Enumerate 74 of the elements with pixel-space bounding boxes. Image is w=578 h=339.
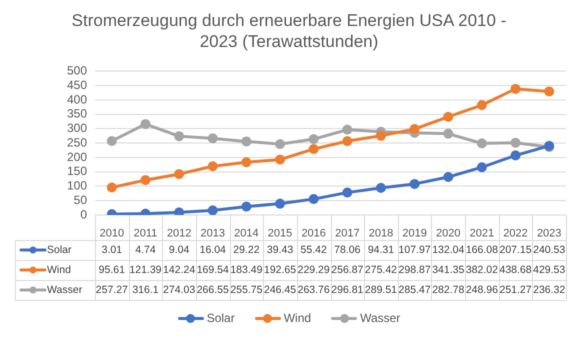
data-label: 229.29 [298, 264, 330, 276]
data-label: 183.49 [230, 264, 263, 276]
data-label: 95.61 [98, 264, 126, 276]
y-tick-label: 0 [80, 207, 88, 222]
data-label: 341.35 [432, 264, 464, 276]
data-label: 16.04 [200, 244, 226, 256]
data-label: 9.04 [168, 244, 190, 256]
data-label: 316.1 [132, 284, 159, 296]
legend-label: Wind [47, 264, 72, 276]
data-label: 289.51 [364, 284, 398, 296]
legend-label: Solar [47, 244, 72, 256]
x-tick-label: 2021 [470, 228, 494, 240]
data-label: 438.68 [499, 264, 532, 276]
data-label: 142.24 [163, 264, 196, 276]
y-tick-label: 300 [66, 121, 88, 136]
data-label: 263.76 [298, 284, 330, 296]
data-label: 169.54 [196, 264, 229, 276]
data-label: 207.15 [499, 244, 532, 256]
y-tick-label: 250 [66, 135, 88, 150]
x-tick-label: 2014 [234, 228, 259, 240]
data-label: 4.74 [135, 244, 156, 256]
data-label: 78.06 [334, 244, 361, 256]
data-label: 256.87 [331, 264, 364, 276]
data-label: 298.87 [398, 264, 431, 276]
data-label: 429.53 [533, 264, 566, 276]
data-label: 3.01 [102, 244, 122, 256]
x-tick-label: 2010 [100, 228, 124, 240]
x-tick-label: 2022 [503, 228, 528, 240]
x-tick-label: 2018 [368, 228, 394, 240]
data-label: 29.22 [233, 244, 260, 256]
y-tick-label: 50 [74, 192, 88, 207]
data-label: 296.81 [331, 284, 364, 296]
data-label: 39.43 [266, 244, 294, 256]
data-label: 285.47 [398, 284, 431, 296]
data-label: 236.32 [533, 284, 566, 296]
y-tick-label: 200 [66, 150, 88, 164]
data-label: 121.39 [129, 264, 162, 276]
legend-label: Wasser [47, 284, 83, 296]
data-label: 55.42 [300, 244, 327, 256]
x-tick-label: 2011 [134, 228, 158, 240]
x-tick-label: 2013 [200, 228, 225, 240]
data-label: 248.96 [466, 284, 498, 296]
data-label: 246.45 [264, 284, 296, 296]
data-label: 94.31 [368, 244, 394, 256]
text: Wind [284, 310, 312, 325]
data-label: 240.53 [533, 244, 566, 256]
data-label: 257.27 [96, 284, 128, 296]
text: Solar [206, 310, 235, 325]
y-tick-label: 400 [66, 92, 88, 106]
y-tick-label: 450 [66, 78, 88, 92]
y-tick-label: 500 [66, 64, 88, 78]
x-tick-label: 2017 [335, 228, 360, 240]
data-label: 166.08 [466, 244, 498, 256]
data-label: 132.04 [432, 244, 464, 256]
data-label: 251.27 [499, 284, 532, 296]
chart-title: Stromerzeugung durch erneuerbare Energien USA 2010 - 2023 (Terawattstunden) [70, 10, 508, 53]
y-tick-label: 350 [66, 106, 88, 121]
data-label: 274.03 [163, 284, 196, 296]
data-label: 192.65 [264, 264, 296, 276]
x-tick-label: 2016 [301, 228, 326, 240]
data-label: 266.55 [196, 284, 229, 296]
data-label: 382.02 [466, 264, 498, 276]
y-tick-label: 100 [66, 178, 88, 193]
x-tick-label: 2019 [402, 228, 427, 240]
y-tick-label: 150 [66, 164, 88, 178]
x-tick-label: 2023 [536, 228, 562, 240]
text: Wasser [360, 310, 400, 325]
x-tick-label: 2012 [166, 228, 192, 240]
x-tick-label: 2020 [436, 228, 460, 240]
data-label: 275.42 [364, 264, 398, 276]
data-label: 255.75 [230, 284, 263, 296]
data-label: 282.78 [432, 284, 464, 296]
x-tick-label: 2015 [268, 228, 292, 240]
data-label: 107.97 [398, 244, 431, 256]
